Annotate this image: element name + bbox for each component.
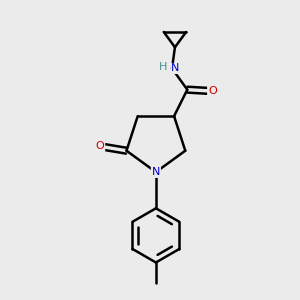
Text: N: N [152, 167, 160, 177]
Text: O: O [208, 86, 217, 96]
Text: O: O [96, 141, 104, 151]
Text: H: H [158, 62, 167, 72]
Text: N: N [171, 64, 180, 74]
